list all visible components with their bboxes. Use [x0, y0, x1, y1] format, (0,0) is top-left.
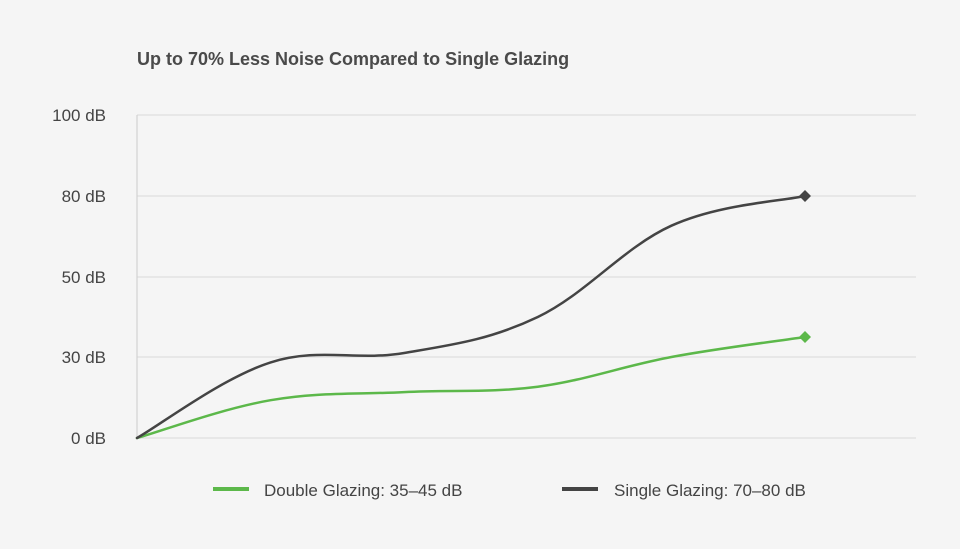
series-line-single-glazing	[135, 194, 807, 440]
grid-layer	[136, 114, 916, 439]
end-marker-single-glazing	[799, 190, 811, 202]
y-tick-label-50: 50 dB	[62, 268, 106, 287]
y-axis-ticks: 0 dB 30 dB 50 dB 80 dB 100 dB	[52, 106, 106, 448]
series-layer	[135, 190, 811, 440]
series-line-double-glazing	[135, 335, 807, 440]
y-tick-label-80: 80 dB	[62, 187, 106, 206]
legend: Double Glazing: 35–45 dB Single Glazing:…	[213, 481, 806, 500]
y-tick-label-100: 100 dB	[52, 106, 106, 125]
y-tick-label-0: 0 dB	[71, 429, 106, 448]
legend-label-double-glazing: Double Glazing: 35–45 dB	[264, 481, 462, 500]
end-marker-double-glazing	[799, 331, 811, 343]
legend-label-single-glazing: Single Glazing: 70–80 dB	[614, 481, 806, 500]
y-tick-label-30: 30 dB	[62, 348, 106, 367]
chart-title: Up to 70% Less Noise Compared to Single …	[137, 49, 569, 69]
